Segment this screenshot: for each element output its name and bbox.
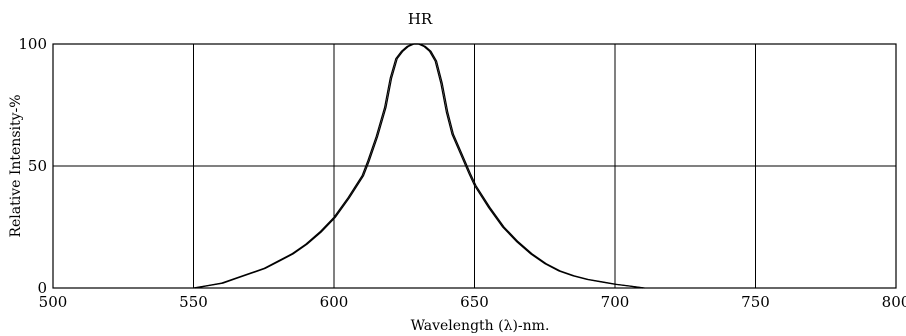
x-tick-label: 650 [460,293,489,311]
x-tick-label: 500 [39,293,68,311]
plot-frame [52,43,897,289]
x-axis-label: Wavelength (λ)-nm. [411,318,550,334]
x-axis-ticks: 500 550 600 650 700 750 800 [39,293,906,311]
series-line-outline [194,43,645,289]
x-tick-label: 550 [179,293,208,311]
x-tick-label: 800 [882,293,906,311]
x-tick-label: 750 [741,293,770,311]
y-axis-ticks: 0 50 100 [18,35,47,297]
y-tick-label: 100 [18,35,47,53]
x-tick-label: 700 [601,293,630,311]
y-tick-label: 0 [37,279,47,297]
y-tick-label: 50 [28,157,47,175]
y-axis-label: Relative Intensity-% [8,94,24,237]
grid-lines [53,44,896,288]
chart-title: HR [408,10,433,28]
x-tick-label: 600 [320,293,349,311]
series-group [193,43,645,289]
